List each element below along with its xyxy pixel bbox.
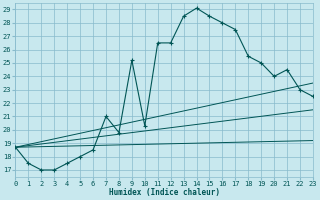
X-axis label: Humidex (Indice chaleur): Humidex (Indice chaleur): [109, 188, 220, 197]
